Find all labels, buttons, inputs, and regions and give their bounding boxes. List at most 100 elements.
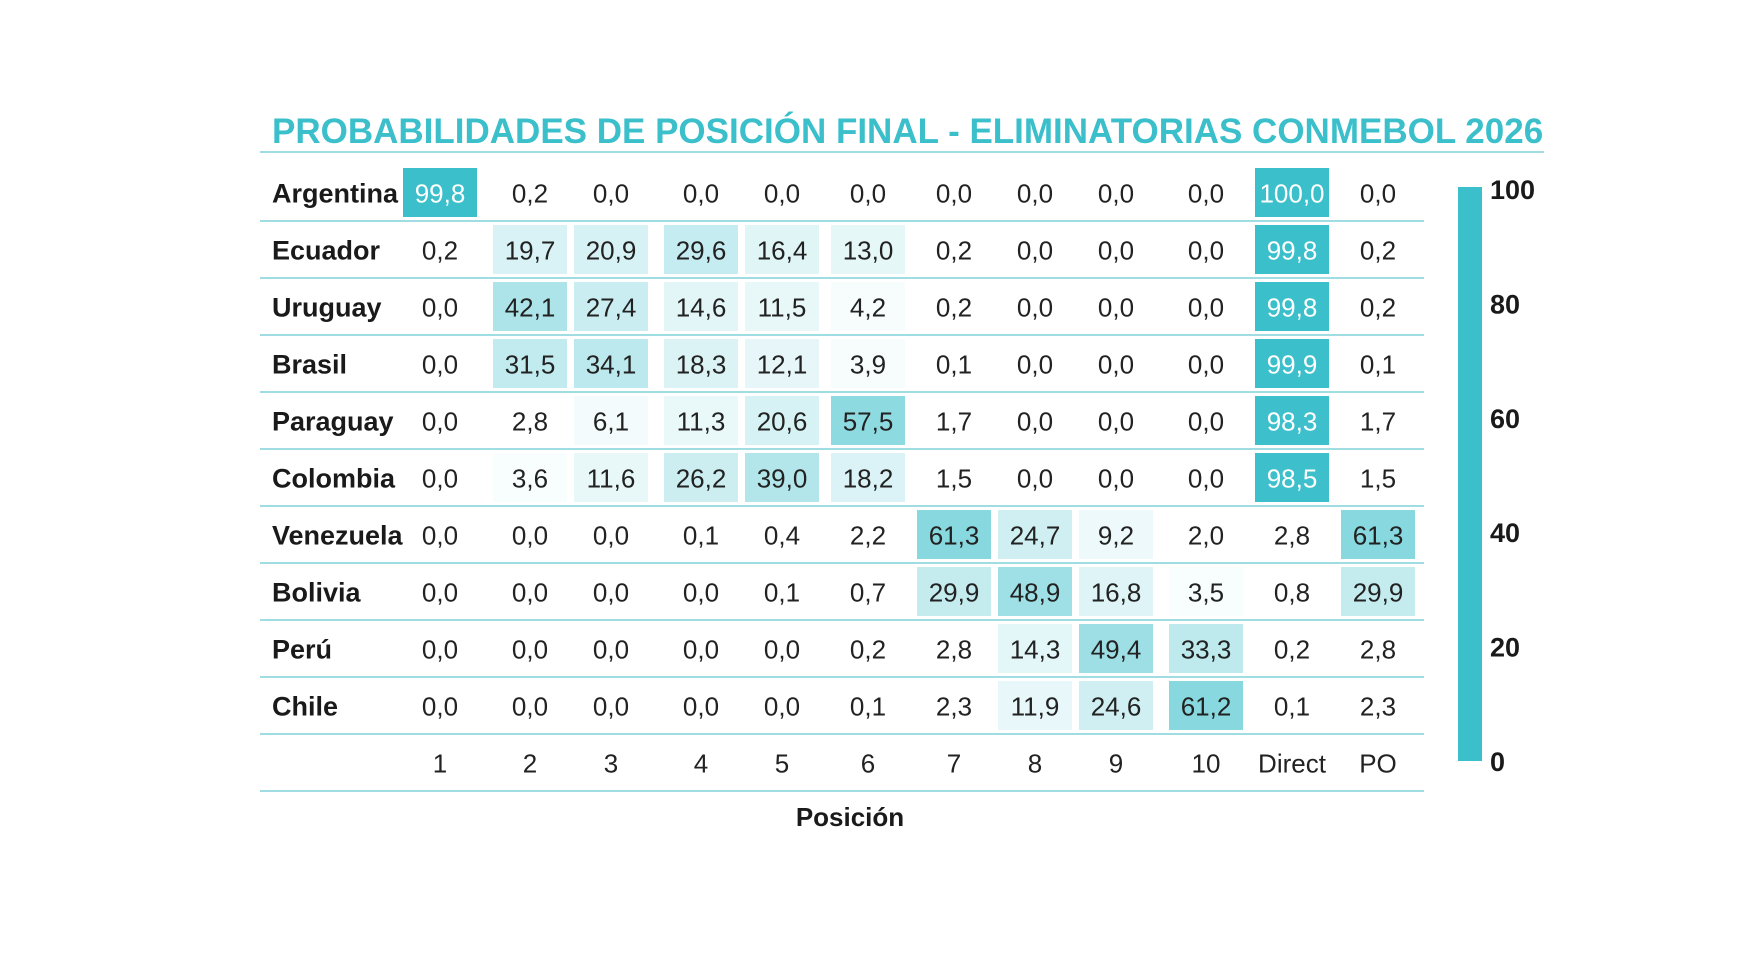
- cell-value: 42,1: [505, 293, 556, 323]
- colorbar-tick-3: 60: [1490, 404, 1520, 434]
- cell-value: 0,0: [1017, 407, 1053, 437]
- heatmap-cell: [998, 510, 1072, 559]
- heatmap-cell: [831, 453, 905, 502]
- cell-value: 12,1: [757, 350, 808, 380]
- heatmap-cells: 99,8 0,2 0,0 0,0 0,0 0,0 0,0 0,0 0,0 0,0 100,0 0,0 0…: [403, 168, 1415, 730]
- cell-value: 0,1: [936, 350, 972, 380]
- cell-value: 3,9: [850, 350, 886, 380]
- heatmap-cell: [1079, 681, 1153, 730]
- cell-value: 26,2: [676, 464, 727, 494]
- cell-value: 0,0: [683, 635, 719, 665]
- cell-value: 0,0: [1188, 350, 1224, 380]
- cell-value: 2,8: [1274, 521, 1310, 551]
- cell-value: 29,6: [676, 236, 727, 266]
- cell-value: 0,0: [422, 464, 458, 494]
- cell-value: 48,9: [1010, 578, 1061, 608]
- cell-value: 0,2: [850, 635, 886, 665]
- cell-value: 61,3: [1353, 521, 1404, 551]
- column-label-2: 3: [604, 749, 618, 779]
- cell-value: 3,6: [512, 464, 548, 494]
- colorbar-tick-5: 100: [1490, 175, 1535, 205]
- cell-value: 99,8: [1267, 293, 1318, 323]
- heatmap-cell: [664, 225, 738, 274]
- cell-value: 18,2: [843, 464, 894, 494]
- heatmap-cell: [664, 282, 738, 331]
- x-axis-title: Posición: [796, 802, 904, 832]
- cell-value: 0,0: [512, 692, 548, 722]
- heatmap-cell: [831, 225, 905, 274]
- cell-value: 2,0: [1188, 521, 1224, 551]
- cell-value: 1,7: [1360, 407, 1396, 437]
- heatmap-cell: [1255, 282, 1329, 331]
- colorbar: 0 20 40 60 80 100: [1458, 175, 1535, 777]
- column-label-8: 9: [1109, 749, 1123, 779]
- cell-value: 0,0: [1098, 464, 1134, 494]
- cell-value: 0,0: [1098, 350, 1134, 380]
- cell-value: 0,0: [683, 179, 719, 209]
- chart-title: PROBABILIDADES DE POSICIÓN FINAL - ELIMI…: [272, 111, 1543, 151]
- cell-value: 0,0: [422, 578, 458, 608]
- heatmap-cell: [745, 453, 819, 502]
- column-label-6: 7: [947, 749, 961, 779]
- cell-value: 33,3: [1181, 635, 1232, 665]
- cell-value: 0,0: [593, 635, 629, 665]
- cell-value: 20,9: [586, 236, 637, 266]
- cell-value: 0,0: [422, 407, 458, 437]
- heatmap-cell: [574, 396, 648, 445]
- row-label-9: Chile: [272, 692, 338, 722]
- row-separators: [260, 220, 1424, 792]
- cell-value: 0,1: [1274, 692, 1310, 722]
- colorbar-tick-4: 80: [1490, 289, 1520, 319]
- heatmap-cell: [493, 282, 567, 331]
- cell-value: 0,4: [764, 521, 800, 551]
- cell-value: 13,0: [843, 236, 894, 266]
- cell-value: 2,2: [850, 521, 886, 551]
- heatmap-cell: [998, 567, 1072, 616]
- cell-value: 0,2: [422, 236, 458, 266]
- cell-value: 11,9: [1011, 692, 1060, 722]
- cell-value: 29,9: [1353, 578, 1404, 608]
- cell-value: 0,2: [936, 293, 972, 323]
- cell-value: 39,0: [757, 464, 808, 494]
- row-label-5: Colombia: [272, 464, 396, 494]
- cell-value: 11,6: [587, 464, 636, 494]
- cell-value: 0,0: [1188, 464, 1224, 494]
- cell-value: 6,1: [593, 407, 629, 437]
- cell-value: 99,8: [415, 179, 466, 209]
- cell-value: 0,0: [850, 179, 886, 209]
- colorbar-tick-2: 40: [1490, 518, 1520, 548]
- cell-value: 2,3: [1360, 692, 1396, 722]
- cell-value: 0,0: [512, 521, 548, 551]
- heatmap-cell: [831, 339, 905, 388]
- heatmap-cell: [1169, 567, 1243, 616]
- heatmap-cell: [1255, 225, 1329, 274]
- cell-value: 0,0: [512, 635, 548, 665]
- cell-value: 27,4: [586, 293, 637, 323]
- cell-value: 16,4: [757, 236, 808, 266]
- cell-value: 0,2: [512, 179, 548, 209]
- cell-value: 0,0: [1017, 464, 1053, 494]
- cell-value: 19,7: [505, 236, 556, 266]
- heatmap-cell: [1169, 681, 1243, 730]
- row-label-6: Venezuela: [272, 521, 404, 551]
- column-label-3: 4: [694, 749, 708, 779]
- heatmap-cell: [1255, 396, 1329, 445]
- cell-value: 0,0: [593, 578, 629, 608]
- cell-value: 0,0: [593, 692, 629, 722]
- column-label-11: PO: [1359, 749, 1397, 779]
- cell-value: 0,7: [850, 578, 886, 608]
- heatmap-cell: [1341, 567, 1415, 616]
- cell-value: 0,0: [422, 521, 458, 551]
- cell-value: 0,2: [1360, 293, 1396, 323]
- cell-value: 100,0: [1259, 179, 1324, 209]
- column-label-0: 1: [433, 749, 447, 779]
- column-label-9: 10: [1192, 749, 1221, 779]
- cell-value: 0,0: [1188, 179, 1224, 209]
- row-labels: Argentina Ecuador Uruguay Brasil Paraguay Col…: [272, 179, 404, 722]
- heatmap-cell: [664, 339, 738, 388]
- cell-value: 0,0: [422, 293, 458, 323]
- heatmap-cell: [574, 339, 648, 388]
- cell-value: 0,0: [764, 692, 800, 722]
